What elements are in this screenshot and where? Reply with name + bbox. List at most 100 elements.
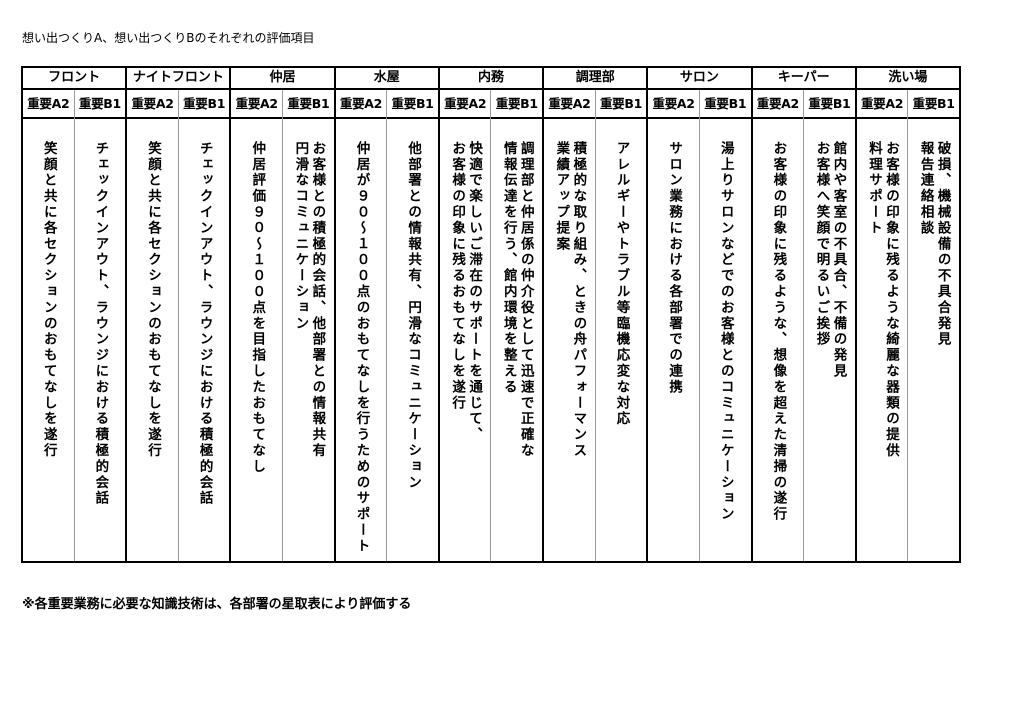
department-column: 水屋 重要A2 仲居が９０～１００点のおもてなしを行うためのサポート 重要B1 他部署と… [333,68,438,561]
item-description: 破損、機械設備の不具合発見 報告連絡相談 [917,141,951,561]
item-priority-label: 重要B1 [283,90,334,119]
item-description: アレルギーやトラブル等臨機応変な対応 [613,141,630,561]
evaluation-item: 重要B1 チェックインアウト、ラウンジにおける積極的会話 [177,90,230,561]
item-description-cell: 仲居が９０～１００点のおもてなしを行うためのサポート [336,119,387,561]
item-description: チェックインアウト、ラウンジにおける積極的会話 [91,141,108,561]
item-description-cell: お客様の印象に残るような綺麗な器類の提供 料理サポート [857,119,908,561]
evaluation-item: 重要B1 館内や客室の不具合、不備の発見 お客様へ笑顔で明るいご挨拶 [803,90,855,561]
item-priority-label: 重要A2 [856,90,908,119]
item-description-cell: 笑顔と共に各セクションのおもてなしを遂行 [127,119,178,561]
department-column: ナイトフロント 重要A2 笑顔と共に各セクションのおもてなしを遂行 重要B1 チェックイ… [125,68,230,561]
department-items: 重要A2 仲居評価９０～１００点を目指したおもてなし 重要B1 お客様との積極的会話、… [231,90,334,561]
item-priority-label: 重要A2 [439,90,491,119]
description-line: お客様へ笑顔で明るいご挨拶 [813,141,830,348]
description-line: チェックインアウト、ラウンジにおける積極的会話 [92,141,109,507]
department-header: キーパー [752,68,855,90]
item-description: 仲居が９０～１００点のおもてなしを行うためのサポート [352,141,369,561]
evaluation-item: 重要B1 アレルギーやトラブル等臨機応変な対応 [594,90,647,561]
description-line: アレルギーやトラブル等臨機応変な対応 [613,141,630,428]
department-column: 調理部 重要A2 積極的な取り組み、ときの舟パフォーマンス 業績アップ提案 重要B1 アレ… [542,68,647,561]
description-line: 積極的な取り組み、ときの舟パフォーマンス [570,141,587,459]
evaluation-item: 重要A2 仲居評価９０～１００点を目指したおもてなし [231,90,283,561]
item-description-cell: 破損、機械設備の不具合発見 報告連絡相談 [908,119,959,561]
item-priority-label: 重要B1 [74,90,126,119]
description-line: お客様の印象に残るおもてなしを遂行 [449,141,466,412]
item-description: 積極的な取り組み、ときの舟パフォーマンス 業績アップ提案 [552,141,586,561]
item-description-cell: 快適で楽しいご滞在のサポートを通じて、 お客様の印象に残るおもてなしを遂行 [440,119,491,561]
description-line: 報告連絡相談 [917,141,934,237]
evaluation-item: 重要B1 他部署との情報共有、円滑なコミュニケーション [386,90,438,561]
description-line: 円滑なコミュニケーション [292,141,309,332]
department-header: フロント [23,68,126,90]
evaluation-table: フロント 重要A2 笑顔と共に各セクションのおもてなしを遂行 重要B1 チェックインアウ… [21,66,961,563]
item-description: お客様の印象に残るような綺麗な器類の提供 料理サポート [865,141,899,561]
item-priority-label: 重要A2 [752,90,804,119]
department-header: 洗い場 [856,68,959,90]
description-line: 仲居が９０～１００点のおもてなしを行うためのサポート [353,141,370,555]
item-description: お客様との積極的会話、他部署との情報共有 円滑なコミュニケーション [291,141,325,561]
description-line: 他部署との情報共有、円滑なコミュニケーション [405,141,422,491]
department-items: 重要A2 仲居が９０～１００点のおもてなしを行うためのサポート 重要B1 他部署との情… [335,90,438,561]
item-description-cell: 他部署との情報共有、円滑なコミュニケーション [387,119,438,561]
item-description-cell: 積極的な取り組み、ときの舟パフォーマンス 業績アップ提案 [544,119,595,561]
item-description-cell: お客様との積極的会話、他部署との情報共有 円滑なコミュニケーション [283,119,334,561]
department-items: 重要A2 笑顔と共に各セクションのおもてなしを遂行 重要B1 チェックインアウト、ラウ… [127,90,230,561]
item-description-cell: 湯上りサロンなどでのお客様とのコミュニケーション [700,119,751,561]
description-line: 調理部と仲居係の仲介役として迅速で正確な [517,141,534,459]
item-priority-label: 重要B1 [804,90,855,119]
footnote: ※各重要業務に必要な知識技術は、各部署の星取表により評価する [22,597,412,612]
evaluation-item: 重要B1 湯上りサロンなどでのお客様とのコミュニケーション [698,90,751,561]
description-line: 業績アップ提案 [553,141,570,253]
item-description: 笑顔と共に各セクションのおもてなしを遂行 [40,141,57,561]
item-priority-label: 重要A2 [335,90,387,119]
item-priority-label: 重要B1 [699,90,751,119]
description-line: 笑顔と共に各セクションのおもてなしを遂行 [40,141,57,459]
document-title: 想い出つくりA、想い出つくりBのそれぞれの評価項目 [22,31,315,45]
description-line: 破損、機械設備の不具合発見 [934,141,951,348]
item-priority-label: 重要B1 [908,90,959,119]
evaluation-item: 重要B1 お客様との積極的会話、他部署との情報共有 円滑なコミュニケーション [282,90,334,561]
department-items: 重要A2 快適で楽しいご滞在のサポートを通じて、 お客様の印象に残るおもてなしを遂行… [439,90,543,561]
item-priority-label: 重要B1 [178,90,230,119]
department-column: 内務 重要A2 快適で楽しいご滞在のサポートを通じて、 お客様の印象に残るおもてなしを… [437,68,543,561]
item-description: 仲居評価９０～１００点を目指したおもてなし [248,141,265,561]
item-description: チェックインアウト、ラウンジにおける積極的会話 [196,141,213,561]
department-column: キーパー 重要A2 お客様の印象に残るような、想像を超えた清掃の遂行 重要B1 館内や客… [750,68,855,561]
item-description-cell: 調理部と仲居係の仲介役として迅速で正確な 情報伝達を行う、館内環境を整える [491,119,542,561]
item-description: サロン業務における各部署での連携 [665,141,682,561]
department-items: 重要A2 積極的な取り組み、ときの舟パフォーマンス 業績アップ提案 重要B1 アレルギー… [544,90,647,561]
evaluation-item: 重要A2 お客様の印象に残るような綺麗な器類の提供 料理サポート [856,90,908,561]
item-priority-label: 重要A2 [231,90,283,119]
description-line: 館内や客室の不具合、不備の発見 [830,141,847,380]
item-description: 館内や客室の不具合、不備の発見 お客様へ笑顔で明るいご挨拶 [812,141,846,561]
item-description: 他部署との情報共有、円滑なコミュニケーション [404,141,421,561]
description-line: 情報伝達を行う、館内環境を整える [500,141,517,396]
description-line: 仲居評価９０～１００点を目指したおもてなし [249,141,266,475]
item-description: 湯上りサロンなどでのお客様とのコミュニケーション [717,141,734,561]
evaluation-item: 重要A2 笑顔と共に各セクションのおもてなしを遂行 [23,90,74,561]
item-description-cell: サロン業務における各部署での連携 [648,119,699,561]
description-line: お客様の印象に残るような、想像を超えた清掃の遂行 [770,141,787,523]
item-priority-label: 重要A2 [544,90,595,119]
item-description-cell: アレルギーやトラブル等臨機応変な対応 [596,119,647,561]
description-line: 料理サポート [866,141,883,237]
department-header: ナイトフロント [127,68,230,90]
evaluation-item: 重要A2 積極的な取り組み、ときの舟パフォーマンス 業績アップ提案 [544,90,595,561]
item-description-cell: チェックインアウト、ラウンジにおける積極的会話 [75,119,126,561]
item-priority-label: 重要B1 [491,90,543,119]
department-column: 洗い場 重要A2 お客様の印象に残るような綺麗な器類の提供 料理サポート 重要B1 破損、… [854,68,959,561]
item-description-cell: お客様の印象に残るような、想像を超えた清掃の遂行 [753,119,804,561]
department-header: 調理部 [544,68,647,90]
department-column: 仲居 重要A2 仲居評価９０～１００点を目指したおもてなし 重要B1 お客様との積極的会… [229,68,334,561]
department-items: 重要A2 お客様の印象に残るような綺麗な器類の提供 料理サポート 重要B1 破損、機械設… [856,90,959,561]
evaluation-item: 重要B1 チェックインアウト、ラウンジにおける積極的会話 [73,90,126,561]
description-line: 笑顔と共に各セクションのおもてなしを遂行 [145,141,162,459]
item-priority-label: 重要A2 [648,90,699,119]
item-description-cell: チェックインアウト、ラウンジにおける積極的会話 [179,119,230,561]
item-description-cell: 館内や客室の不具合、不備の発見 お客様へ笑顔で明るいご挨拶 [804,119,855,561]
description-line: チェックインアウト、ラウンジにおける積極的会話 [196,141,213,507]
item-description: 調理部と仲居係の仲介役として迅速で正確な 情報伝達を行う、館内環境を整える [500,141,534,561]
description-line: サロン業務における各部署での連携 [666,141,683,396]
item-priority-label: 重要A2 [127,90,178,119]
item-priority-label: 重要A2 [23,90,74,119]
